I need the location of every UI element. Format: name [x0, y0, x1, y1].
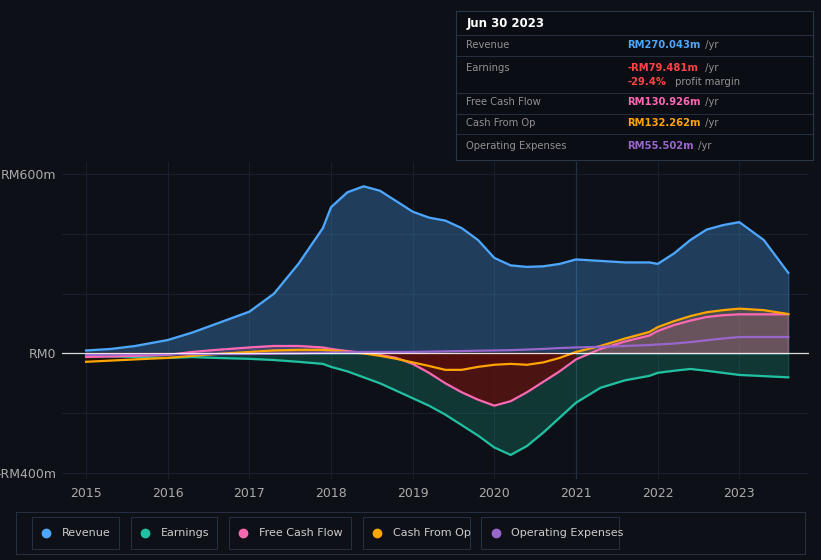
- Text: Earnings: Earnings: [161, 529, 209, 538]
- Text: Free Cash Flow: Free Cash Flow: [259, 529, 343, 538]
- Text: Earnings: Earnings: [466, 63, 510, 73]
- Text: RM132.262m: RM132.262m: [627, 118, 700, 128]
- Text: RM55.502m: RM55.502m: [627, 141, 694, 151]
- Text: Jun 30 2023: Jun 30 2023: [466, 17, 544, 30]
- Text: -29.4%: -29.4%: [627, 77, 666, 87]
- Text: Revenue: Revenue: [466, 40, 510, 50]
- Text: RM130.926m: RM130.926m: [627, 97, 700, 108]
- Text: Revenue: Revenue: [62, 529, 111, 538]
- Text: /yr: /yr: [702, 97, 718, 108]
- Text: profit margin: profit margin: [672, 77, 741, 87]
- Text: Operating Expenses: Operating Expenses: [466, 141, 566, 151]
- Text: RM270.043m: RM270.043m: [627, 40, 700, 50]
- Text: Operating Expenses: Operating Expenses: [511, 529, 624, 538]
- Text: /yr: /yr: [695, 141, 711, 151]
- Text: Free Cash Flow: Free Cash Flow: [466, 97, 541, 108]
- Text: /yr: /yr: [702, 40, 718, 50]
- Text: /yr: /yr: [702, 118, 718, 128]
- Text: /yr: /yr: [702, 63, 718, 73]
- Text: -RM79.481m: -RM79.481m: [627, 63, 698, 73]
- Text: Cash From Op: Cash From Op: [466, 118, 536, 128]
- Text: Cash From Op: Cash From Op: [393, 529, 471, 538]
